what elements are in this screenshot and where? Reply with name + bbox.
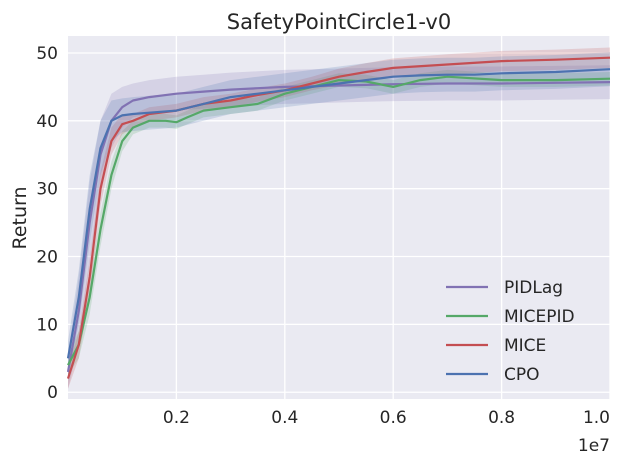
legend: PIDLag MICEPID MICE CPO: [446, 278, 575, 385]
x-tick-label: 0.4: [271, 408, 298, 428]
y-tick-label: 20: [36, 248, 58, 268]
legend-label-micepid: MICEPID: [504, 307, 575, 327]
line-cpo: [66, 68, 611, 359]
line-micepid: [67, 75, 611, 366]
y-tick-label: 30: [36, 180, 58, 200]
y-axis-ticks: 0 10 20 30 40 50: [36, 44, 58, 403]
chart-title: SafetyPointCircle1-v0: [227, 10, 451, 34]
series-bands: [68, 47, 610, 389]
legend-label-mice: MICE: [504, 336, 546, 356]
band-pidlag: [68, 65, 610, 389]
line-mice: [66, 56, 611, 379]
series-lines: [66, 56, 611, 379]
y-tick-label: 40: [36, 112, 58, 132]
y-tick-label: 50: [36, 44, 58, 64]
x-tick-label: 0.6: [380, 408, 407, 428]
x-tick-label: 0.8: [488, 408, 515, 428]
x-tick-label: 0.2: [163, 408, 190, 428]
y-tick-label: 0: [47, 383, 58, 403]
y-axis-label: Return: [9, 186, 31, 249]
legend-label-pidlag: PIDLag: [504, 278, 563, 298]
x-axis-offset-text: 1e7: [578, 436, 610, 456]
band-cpo: [68, 52, 610, 376]
x-tick-label: 1.0: [583, 408, 610, 428]
legend-label-cpo: CPO: [504, 365, 540, 385]
x-axis-ticks: 0.2 0.4 0.6 0.8 1.0: [163, 408, 610, 428]
y-tick-label: 10: [36, 315, 58, 335]
line-pidlag: [66, 81, 611, 373]
grid: [68, 36, 611, 399]
